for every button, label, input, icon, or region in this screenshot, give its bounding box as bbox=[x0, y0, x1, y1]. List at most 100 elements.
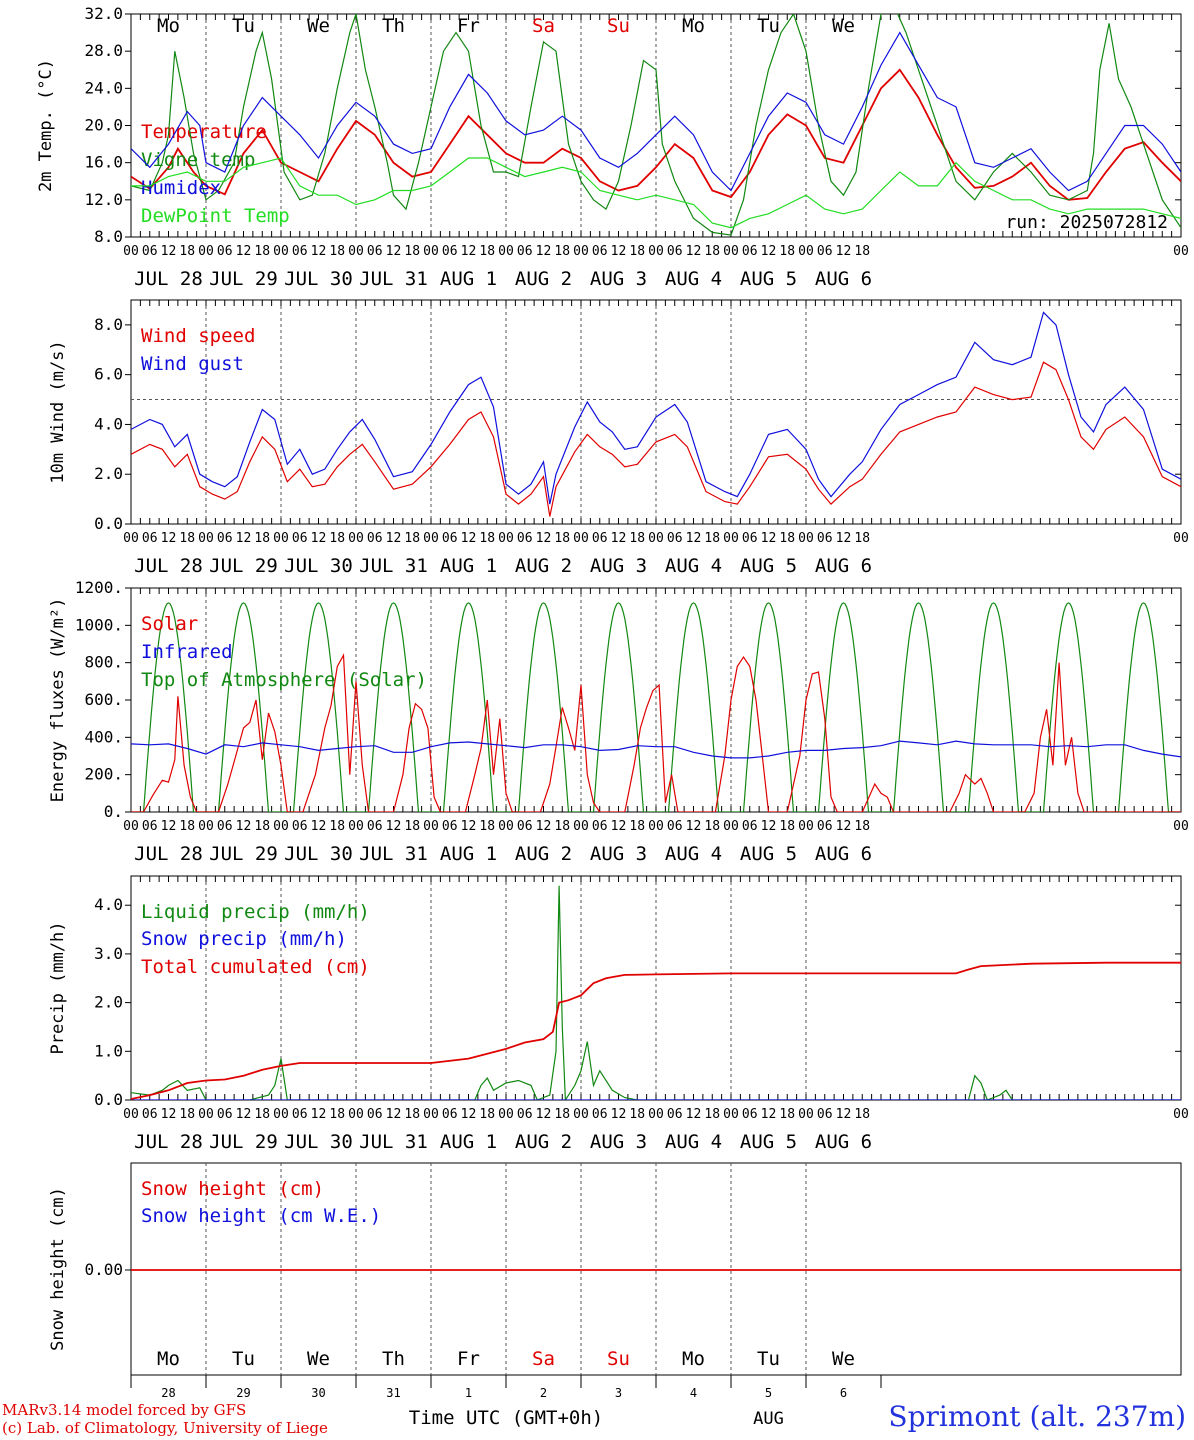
date-label: JUL 29 bbox=[209, 843, 278, 865]
hour-label: 06 bbox=[367, 1107, 383, 1122]
weekday-label: Fr bbox=[457, 15, 480, 37]
weekday-label: We bbox=[832, 15, 855, 37]
hour-label: 18 bbox=[554, 819, 570, 834]
hour-label: 00 bbox=[123, 244, 139, 259]
date-label: JUL 29 bbox=[209, 1131, 278, 1153]
hour-label: 00 bbox=[423, 531, 439, 546]
legend-entry: Temperature bbox=[141, 121, 267, 143]
legend-entry: Solar bbox=[141, 613, 198, 635]
hour-label: 18 bbox=[854, 244, 870, 259]
date-label: AUG 3 bbox=[590, 843, 647, 865]
date-label: AUG 6 bbox=[815, 555, 872, 577]
weekday-label: Th bbox=[382, 15, 405, 37]
hour-label: 18 bbox=[254, 819, 270, 834]
y-axis-label: 2m Temp. (°C) bbox=[36, 59, 56, 192]
hour-label: 00 bbox=[798, 531, 814, 546]
hour-label: 12 bbox=[311, 1107, 327, 1122]
hour-label: 12 bbox=[161, 1107, 177, 1122]
y-axis-label: Precip (mm/h) bbox=[48, 921, 68, 1054]
hour-label: 00 bbox=[273, 244, 289, 259]
hour-label: 06 bbox=[292, 819, 308, 834]
hour-label: 18 bbox=[479, 1107, 495, 1122]
hour-label: 06 bbox=[442, 244, 458, 259]
hour-label: 18 bbox=[629, 1107, 645, 1122]
date-label: AUG 2 bbox=[515, 555, 572, 577]
y-tick-label: 600. bbox=[84, 690, 123, 709]
day-number: 6 bbox=[840, 1386, 847, 1400]
hour-label: 00 bbox=[123, 819, 139, 834]
hour-label: 12 bbox=[236, 531, 252, 546]
date-label: AUG 5 bbox=[740, 1131, 797, 1153]
series-line bbox=[131, 961, 1181, 1100]
y-tick-label: 1000. bbox=[75, 615, 123, 634]
hour-label: 06 bbox=[217, 244, 233, 259]
hour-label: 18 bbox=[854, 1107, 870, 1122]
series-line-toa bbox=[131, 602, 1181, 812]
weekday-label: Su bbox=[607, 1348, 630, 1370]
hour-label: 00 bbox=[348, 244, 364, 259]
hour-label: 00 bbox=[723, 244, 739, 259]
hour-label: 06 bbox=[742, 244, 758, 259]
date-label: AUG 2 bbox=[515, 1131, 572, 1153]
hour-label: 12 bbox=[461, 531, 477, 546]
hour-label: 18 bbox=[779, 1107, 795, 1122]
date-label: JUL 31 bbox=[359, 555, 428, 577]
date-label: JUL 31 bbox=[359, 843, 428, 865]
credits: MARv3.14 model forced by GFS (c) Lab. of… bbox=[2, 1401, 328, 1437]
month-label: AUG bbox=[753, 1409, 784, 1429]
day-number: 30 bbox=[311, 1386, 325, 1400]
hour-label: 12 bbox=[236, 819, 252, 834]
hour-label: 18 bbox=[254, 1107, 270, 1122]
series-line bbox=[131, 361, 1181, 517]
hour-label: 12 bbox=[536, 819, 552, 834]
hour-label: 06 bbox=[667, 531, 683, 546]
date-label: AUG 3 bbox=[590, 268, 647, 290]
date-label: JUL 29 bbox=[209, 555, 278, 577]
hour-label: 18 bbox=[554, 1107, 570, 1122]
hour-label: 18 bbox=[704, 1107, 720, 1122]
date-label: AUG 1 bbox=[440, 555, 497, 577]
date-label: JUL 28 bbox=[134, 843, 203, 865]
hour-label: 06 bbox=[517, 819, 533, 834]
hour-label: 12 bbox=[686, 1107, 702, 1122]
hour-label: 06 bbox=[517, 531, 533, 546]
panel-frame bbox=[130, 13, 1182, 238]
hour-label: 12 bbox=[836, 531, 852, 546]
hour-label: 12 bbox=[311, 244, 327, 259]
y-tick-label: 2.0 bbox=[94, 993, 123, 1012]
weekday-label: Tu bbox=[757, 1348, 780, 1370]
y-axis-label: Snow height (cm) bbox=[48, 1187, 68, 1351]
date-label: JUL 28 bbox=[134, 1131, 203, 1153]
hour-label: 06 bbox=[742, 1107, 758, 1122]
time-axis-title: Time UTC (GMT+0h) bbox=[409, 1407, 603, 1429]
y-tick-label: 8.0 bbox=[94, 227, 123, 246]
series-line bbox=[131, 31, 1181, 192]
hour-label: 06 bbox=[442, 819, 458, 834]
weekday-label: Sa bbox=[532, 15, 555, 37]
hour-label: 12 bbox=[461, 819, 477, 834]
hour-label: 18 bbox=[554, 531, 570, 546]
date-label: AUG 2 bbox=[515, 268, 572, 290]
hour-label: 12 bbox=[611, 244, 627, 259]
y-tick-label: 4.0 bbox=[94, 414, 123, 433]
hour-label: 12 bbox=[161, 819, 177, 834]
hour-label: 00 bbox=[1173, 531, 1189, 546]
hour-label: 18 bbox=[629, 819, 645, 834]
station-label: Sprimont (alt. 237m) bbox=[888, 1400, 1186, 1433]
hour-label: 00 bbox=[648, 244, 664, 259]
date-label: AUG 5 bbox=[740, 268, 797, 290]
weekday-label: Tu bbox=[232, 15, 255, 37]
hour-label: 06 bbox=[367, 531, 383, 546]
run-label: run: 2025072812 bbox=[1005, 212, 1168, 233]
hour-label: 00 bbox=[648, 531, 664, 546]
hour-label: 18 bbox=[779, 531, 795, 546]
hour-label: 12 bbox=[311, 819, 327, 834]
legend-entry: Infrared bbox=[141, 641, 233, 663]
weekday-label: Fr bbox=[457, 1348, 480, 1370]
series-line bbox=[131, 740, 1181, 759]
hour-label: 18 bbox=[704, 244, 720, 259]
weekday-label: Su bbox=[607, 15, 630, 37]
hour-label: 12 bbox=[461, 244, 477, 259]
hour-label: 12 bbox=[686, 244, 702, 259]
hour-label: 12 bbox=[161, 244, 177, 259]
